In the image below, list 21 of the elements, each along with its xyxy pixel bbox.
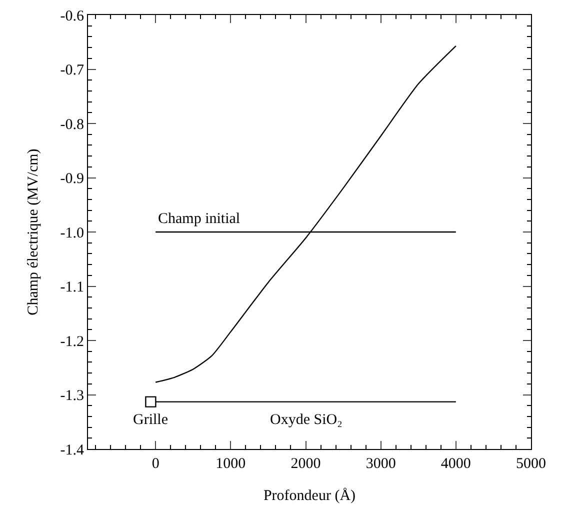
y-tick-label: -0.8 [60,116,84,133]
y-tick-label: -1.1 [60,280,84,296]
x-tick-label: 4000 [440,456,471,472]
series-label: Oxyde SiO₂ [270,412,342,428]
x-tick-label: 2000 [290,456,321,472]
x-tick-label: 0 [152,456,160,472]
y-tick-label: -0.7 [60,62,84,78]
y-tick-label: -0.9 [60,171,84,187]
y-tick-label: -1.2 [60,334,84,350]
y-tick-label: -1.3 [60,388,84,404]
y-axis-title: Champ électrique (MV/cm) [26,148,42,316]
series-label: Grille [133,412,168,428]
y-tick-label: -1.4 [60,442,84,458]
x-tick-label: 5000 [516,456,546,472]
x-tick-label: 3000 [366,456,396,472]
x-axis-title: Profondeur (Å) [263,487,356,504]
series-label: Champ initial [158,211,240,227]
y-tick-label: -1.0 [60,225,84,242]
y-tick-label: -0.6 [60,8,84,24]
line-series [154,45,457,383]
x-tick-label: 1000 [216,456,246,472]
